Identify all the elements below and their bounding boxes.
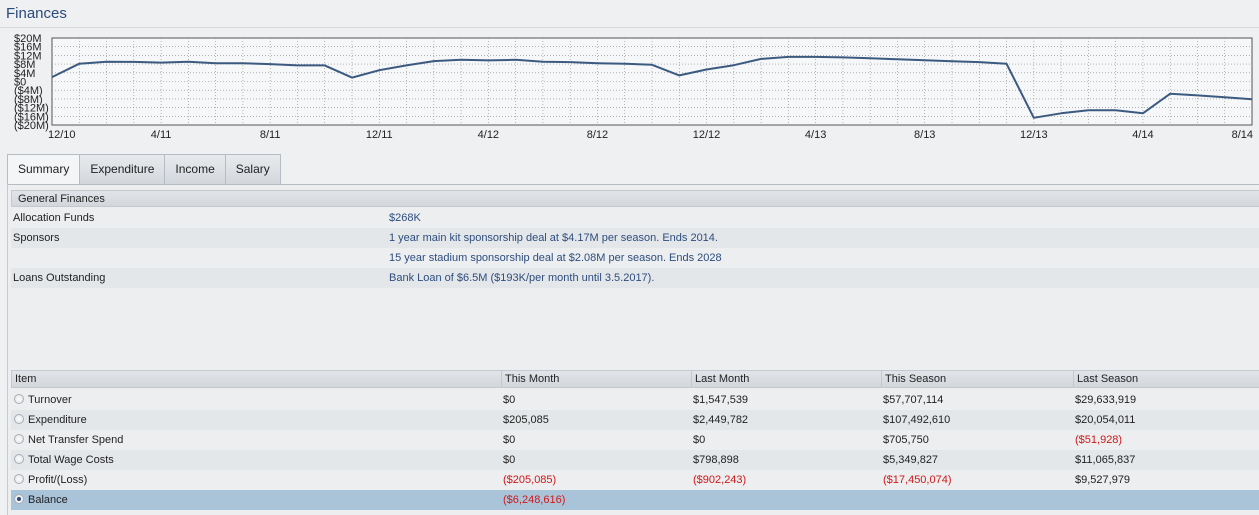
general-finances-header: General Finances <box>11 190 1259 207</box>
tab-salary[interactable]: Salary <box>224 154 281 184</box>
y-tick-label: $4M <box>14 68 35 80</box>
y-tick-label: $0 <box>14 77 26 89</box>
row-cell-value: $57,707,114 <box>883 394 944 406</box>
general-row-value: $268K <box>389 212 421 224</box>
x-tick-label: 8/13 <box>914 129 935 141</box>
table-row[interactable]: Turnover $0 $1,547,539 $57,707,114 $29,633,9… <box>11 390 1259 410</box>
tab-income[interactable]: Income <box>164 154 226 184</box>
row-cell-value: $705,750 <box>883 434 929 446</box>
tab-summary[interactable]: Summary <box>7 154 81 186</box>
row-cell-value: $29,633,919 <box>1075 394 1137 406</box>
title-divider <box>0 27 1259 28</box>
balance-history-chart: $20M$16M$12M$8M$4M$0($4M)($8M)($12M)($16… <box>14 33 1253 141</box>
x-tick-label: 8/14 <box>1232 129 1253 141</box>
y-tick-label: ($16M) <box>14 111 49 123</box>
page-title: Finances <box>6 5 67 22</box>
general-row-label: Allocation Funds <box>13 212 95 224</box>
row-cell-value: $9,527,979 <box>1075 474 1131 486</box>
row-cell-value: $0 <box>503 454 516 466</box>
general-row-label: Sponsors <box>13 232 60 244</box>
column-header-item[interactable]: Item <box>15 373 37 385</box>
row-item-label: Total Wage Costs <box>28 454 114 466</box>
row-cell-value: $205,085 <box>503 414 549 426</box>
x-tick-label: 12/10 <box>48 129 76 141</box>
tab-expenditure[interactable]: Expenditure <box>79 154 166 184</box>
summary-panel: General Finances Allocation Funds $268K … <box>7 184 1259 515</box>
finance-tabs: Summary Expenditure Income Salary <box>7 154 281 186</box>
row-item-label: Expenditure <box>28 414 87 426</box>
row-cell-value: $20,054,011 <box>1075 414 1136 426</box>
row-cell-value: ($6,248,616) <box>503 494 566 506</box>
x-tick-label: 4/12 <box>478 129 499 141</box>
row-cell-value: ($205,085) <box>503 474 557 486</box>
row-radio-button[interactable] <box>14 454 24 464</box>
y-tick-label: ($4M) <box>14 85 43 97</box>
y-tick-label: ($20M) <box>14 120 49 132</box>
row-cell-value: $11,065,837 <box>1075 454 1136 466</box>
column-header-last-month[interactable]: Last Month <box>691 371 882 388</box>
general-row-label: Loans Outstanding <box>13 272 106 284</box>
x-tick-label: 4/14 <box>1132 129 1153 141</box>
column-header-this-month[interactable]: This Month <box>501 371 692 388</box>
row-radio-button[interactable] <box>14 494 24 504</box>
y-tick-label: $16M <box>14 42 42 54</box>
row-radio-button[interactable] <box>14 474 24 484</box>
row-item-label: Turnover <box>28 394 72 406</box>
x-tick-label: 4/11 <box>151 129 172 141</box>
general-row-value: Bank Loan of $6.5M ($193K/per month unti… <box>389 272 655 284</box>
row-cell-value: $798,898 <box>693 454 739 466</box>
row-cell-value: $0 <box>693 434 706 446</box>
row-radio-button[interactable] <box>14 394 24 404</box>
row-cell-value: $5,349,827 <box>883 454 939 466</box>
row-cell-value: $0 <box>503 394 516 406</box>
table-row[interactable]: Balance ($6,248,616) <box>11 490 1259 510</box>
table-row[interactable]: Net Transfer Spend $0 $0 $705,750 ($51,928) <box>11 430 1259 450</box>
row-cell-value: $107,492,610 <box>883 414 951 426</box>
row-cell-value: $1,547,539 <box>693 394 749 406</box>
general-row-allocation: Allocation Funds $268K <box>11 208 1259 228</box>
column-header-this-season[interactable]: This Season <box>881 371 1073 388</box>
general-row-sponsors-2: 15 year stadium sponsorship deal at $2.0… <box>11 248 1259 268</box>
x-tick-label: 8/12 <box>587 129 608 141</box>
y-tick-label: $8M <box>14 59 35 71</box>
y-tick-label: $20M <box>14 33 42 45</box>
general-row-value: 1 year main kit sponsorship deal at $4.1… <box>389 232 718 244</box>
balance-series-line <box>51 55 1253 119</box>
x-tick-label: 12/11 <box>366 129 393 141</box>
row-cell-value: ($902,243) <box>693 474 747 486</box>
table-row[interactable]: Total Wage Costs $0 $798,898 $5,349,827 $11,… <box>11 450 1259 470</box>
row-item-label: Balance <box>28 494 68 506</box>
row-cell-value: ($17,450,074) <box>883 474 952 486</box>
row-item-label: Profit/(Loss) <box>28 474 88 486</box>
summary-table-header: Item This Month Last Month This Season L… <box>11 370 1259 388</box>
table-row[interactable]: Profit/(Loss) ($205,085) ($902,243) ($17,45… <box>11 470 1259 490</box>
general-row-value: 15 year stadium sponsorship deal at $2.0… <box>389 252 722 264</box>
row-radio-button[interactable] <box>14 414 24 424</box>
row-item-label: Net Transfer Spend <box>28 434 124 446</box>
x-tick-label: 12/13 <box>1020 129 1048 141</box>
row-cell-value: $2,449,782 <box>693 414 749 426</box>
y-tick-label: ($8M) <box>14 94 43 106</box>
y-tick-label: $12M <box>14 50 42 62</box>
y-tick-label: ($12M) <box>14 103 49 115</box>
column-header-last-season[interactable]: Last Season <box>1073 371 1259 388</box>
row-cell-value: $0 <box>503 434 516 446</box>
general-row-loans: Loans Outstanding Bank Loan of $6.5M ($1… <box>11 268 1259 288</box>
row-radio-button[interactable] <box>14 434 24 444</box>
general-row-sponsors: Sponsors 1 year main kit sponsorship dea… <box>11 228 1259 248</box>
table-row[interactable]: Expenditure $205,085 $2,449,782 $107,492,61… <box>11 410 1259 430</box>
x-tick-label: 12/12 <box>693 129 721 141</box>
row-cell-value: ($51,928) <box>1075 434 1123 446</box>
x-tick-label: 8/11 <box>260 129 281 141</box>
x-tick-label: 4/13 <box>805 129 826 141</box>
